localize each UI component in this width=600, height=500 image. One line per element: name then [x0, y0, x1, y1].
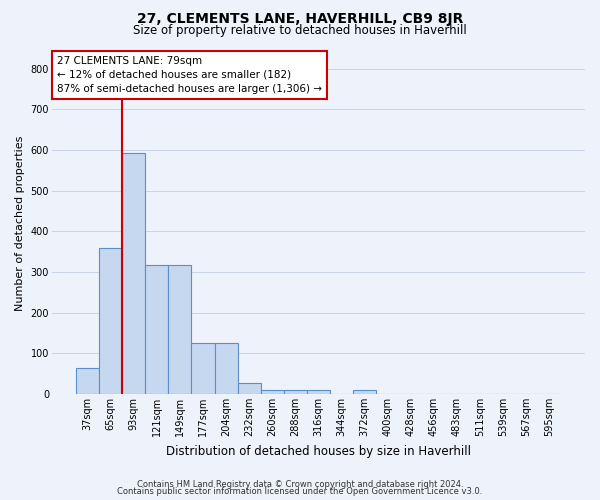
X-axis label: Distribution of detached houses by size in Haverhill: Distribution of detached houses by size … — [166, 444, 471, 458]
Bar — [122, 153, 145, 394]
Bar — [215, 343, 238, 394]
Bar — [353, 390, 376, 394]
Bar — [99, 248, 122, 394]
Bar — [284, 390, 307, 394]
Bar — [169, 264, 191, 394]
Text: 27, CLEMENTS LANE, HAVERHILL, CB9 8JR: 27, CLEMENTS LANE, HAVERHILL, CB9 8JR — [137, 12, 463, 26]
Bar — [191, 343, 215, 394]
Text: Contains public sector information licensed under the Open Government Licence v3: Contains public sector information licen… — [118, 487, 482, 496]
Bar — [76, 368, 99, 394]
Bar — [307, 390, 330, 394]
Bar — [238, 383, 261, 394]
Y-axis label: Number of detached properties: Number of detached properties — [15, 136, 25, 311]
Bar — [261, 390, 284, 394]
Text: Size of property relative to detached houses in Haverhill: Size of property relative to detached ho… — [133, 24, 467, 37]
Text: 27 CLEMENTS LANE: 79sqm
← 12% of detached houses are smaller (182)
87% of semi-d: 27 CLEMENTS LANE: 79sqm ← 12% of detache… — [57, 56, 322, 94]
Bar — [145, 264, 169, 394]
Text: Contains HM Land Registry data © Crown copyright and database right 2024.: Contains HM Land Registry data © Crown c… — [137, 480, 463, 489]
